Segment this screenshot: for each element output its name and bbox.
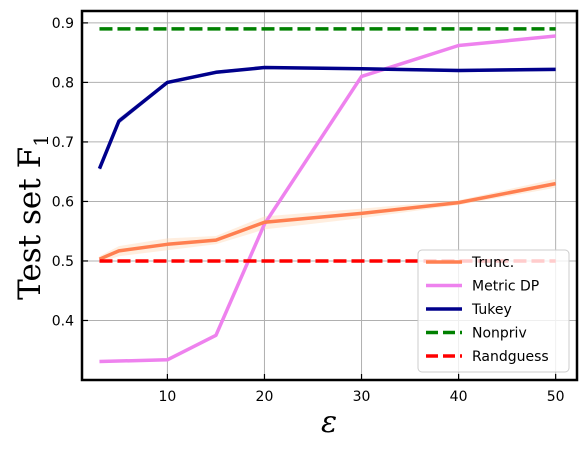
legend-label: Nonpriv [472, 326, 527, 342]
plot-frame [80, 9, 579, 382]
x-axis-label: ε [321, 405, 337, 440]
legend-label: Tukey [471, 302, 512, 318]
legend-box [417, 249, 570, 373]
x-tick-label: 50 [547, 389, 565, 405]
series-line [97, 65, 556, 170]
x-tick-label: 20 [256, 389, 274, 405]
y-tick-label: 0.9 [52, 16, 74, 32]
legend-label: Trunc. [471, 255, 514, 271]
series-line [98, 181, 556, 261]
x-tick-label: 30 [353, 389, 371, 405]
x-tick-label: 10 [158, 389, 176, 405]
y-tick-label: 0.6 [52, 194, 74, 210]
y-tick-label: 0.5 [52, 254, 74, 270]
y-axis-label-subscript: 1 [29, 134, 53, 147]
y-tick-label: 0.4 [52, 313, 74, 329]
series-lines [97, 27, 556, 364]
y-axis-label-text: Test set F [12, 147, 48, 300]
legend-label: Metric DP [472, 279, 539, 295]
x-tick-label: 40 [450, 389, 468, 405]
legend: Trunc. Metric DP Tukey Nonpriv Randguess [417, 249, 570, 373]
y-tick-label: 0.8 [52, 75, 74, 91]
axis-ticks: 10 20 30 40 50 0.4 0.5 0.6 0.7 0.8 0.9 [52, 16, 565, 405]
legend-label: Randguess [472, 349, 549, 365]
y-tick-label: 0.7 [52, 135, 74, 151]
y-axis-label: Test set F1 [12, 134, 53, 300]
legend-items: Trunc. Metric DP Tukey Nonpriv Randguess [426, 255, 549, 365]
